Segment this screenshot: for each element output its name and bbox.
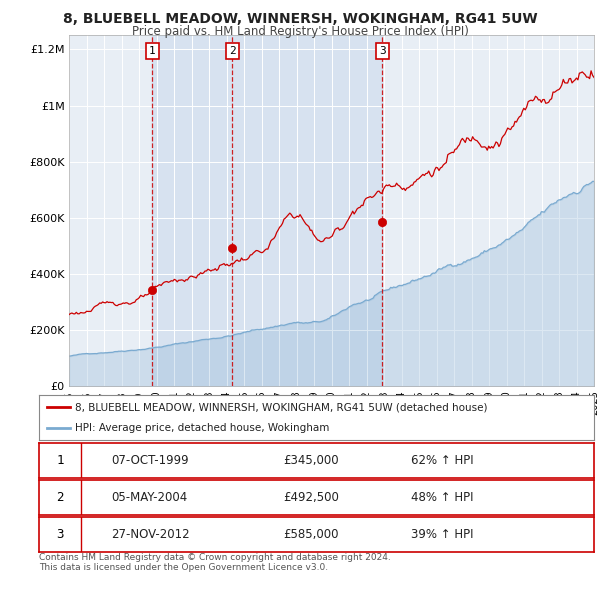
Text: 27-NOV-2012: 27-NOV-2012: [111, 528, 190, 541]
Text: 8, BLUEBELL MEADOW, WINNERSH, WOKINGHAM, RG41 5UW (detached house): 8, BLUEBELL MEADOW, WINNERSH, WOKINGHAM,…: [75, 402, 488, 412]
Text: 05-MAY-2004: 05-MAY-2004: [111, 491, 187, 504]
Text: 2: 2: [56, 491, 64, 504]
Bar: [152, 35, 382, 386]
Text: HPI: Average price, detached house, Wokingham: HPI: Average price, detached house, Woki…: [75, 422, 329, 432]
Text: Price paid vs. HM Land Registry's House Price Index (HPI): Price paid vs. HM Land Registry's House …: [131, 25, 469, 38]
Text: 62% ↑ HPI: 62% ↑ HPI: [411, 454, 473, 467]
Text: £585,000: £585,000: [283, 528, 338, 541]
Text: 3: 3: [56, 528, 64, 541]
Text: 1: 1: [149, 46, 156, 56]
Text: 1: 1: [56, 454, 64, 467]
Text: 48% ↑ HPI: 48% ↑ HPI: [411, 491, 473, 504]
Text: Contains HM Land Registry data © Crown copyright and database right 2024.: Contains HM Land Registry data © Crown c…: [39, 553, 391, 562]
Text: £345,000: £345,000: [283, 454, 339, 467]
Text: 3: 3: [379, 46, 386, 56]
Text: 2: 2: [229, 46, 236, 56]
Text: 07-OCT-1999: 07-OCT-1999: [111, 454, 189, 467]
Text: This data is licensed under the Open Government Licence v3.0.: This data is licensed under the Open Gov…: [39, 563, 328, 572]
Text: 8, BLUEBELL MEADOW, WINNERSH, WOKINGHAM, RG41 5UW: 8, BLUEBELL MEADOW, WINNERSH, WOKINGHAM,…: [62, 12, 538, 26]
Text: £492,500: £492,500: [283, 491, 339, 504]
Text: 39% ↑ HPI: 39% ↑ HPI: [411, 528, 473, 541]
